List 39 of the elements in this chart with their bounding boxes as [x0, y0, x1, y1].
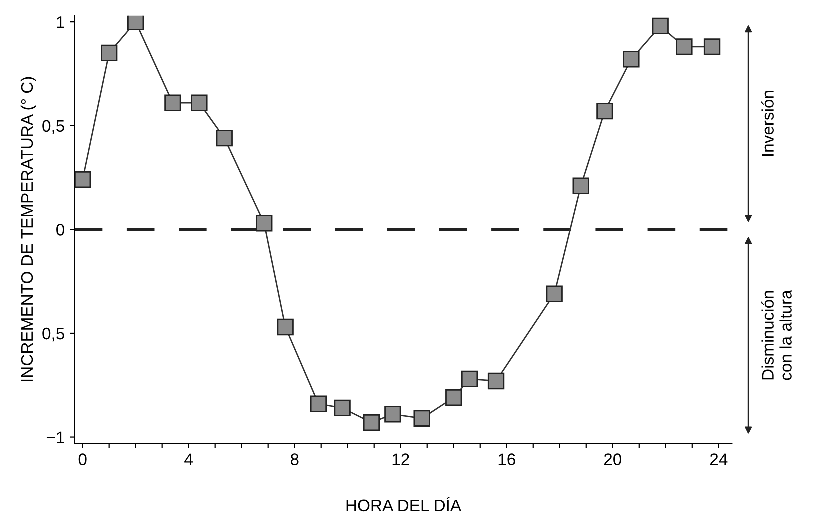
point: [384, 406, 402, 423]
text: Inversión: [762, 91, 774, 156]
point: [652, 18, 669, 35]
x-tick-label: 24: [710, 454, 728, 466]
x-tick-label: 12: [392, 454, 410, 466]
point: [191, 94, 208, 112]
x-tick-label: 4: [184, 454, 193, 466]
x-tick-label: 0: [78, 454, 87, 466]
point: [676, 38, 693, 56]
point: [446, 390, 462, 406]
point: [461, 370, 478, 388]
y-tick-label: −1: [46, 432, 64, 444]
point: [623, 51, 640, 68]
y-tick-label: 1: [57, 16, 64, 28]
point: [101, 44, 118, 62]
point: [596, 103, 614, 120]
point: [277, 318, 294, 336]
y-axis-title: INCREMENTO DE TEMPERATURA (° C): [20, 77, 36, 382]
x-tick-label: 8: [290, 454, 299, 466]
point: [546, 286, 563, 302]
point: [363, 414, 380, 432]
point: [74, 172, 92, 188]
x-tick-label: 16: [498, 454, 516, 466]
point: [310, 396, 328, 412]
point: [572, 178, 590, 194]
point: [414, 410, 430, 427]
point: [216, 130, 233, 147]
x-axis-title: HORA DEL DÍA: [346, 496, 462, 512]
point: [256, 215, 273, 232]
text: Disminución con la altura: [762, 290, 792, 380]
x-tick-label: 20: [604, 454, 622, 466]
y-tick-label: 0,5: [42, 328, 64, 342]
point: [128, 16, 144, 30]
y-tick-label: 0: [56, 224, 65, 236]
point: [164, 94, 182, 112]
y-tick-label: 0,5: [42, 120, 64, 134]
point: [704, 38, 721, 56]
point: [334, 400, 351, 417]
point: [488, 372, 505, 390]
